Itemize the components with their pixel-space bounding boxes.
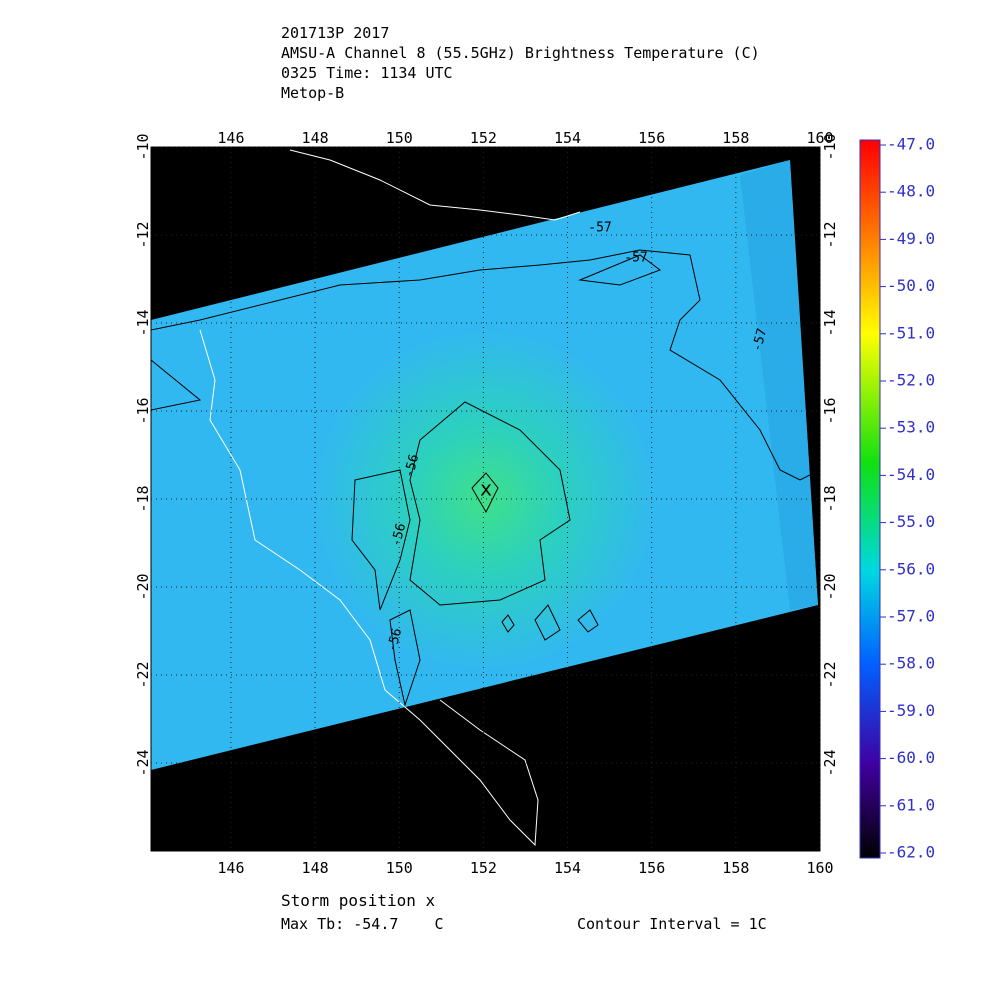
header-line: 0325 Time: 1134 UTC <box>281 64 453 82</box>
contour-label: -57 <box>624 251 647 266</box>
lat-tick-label: -18 <box>134 485 152 512</box>
colorbar-tick-label: -57.0 <box>887 607 935 626</box>
lat-tick-label: -12 <box>821 221 839 248</box>
contour-line <box>501 604 599 641</box>
footer: Storm position x Max Tb: -54.7 C Contour… <box>281 891 767 933</box>
contour-line <box>151 249 820 481</box>
lat-tick-label: -12 <box>134 221 152 248</box>
lat-tick-label: -10 <box>821 133 839 160</box>
colorbar-tick-label: -48.0 <box>887 182 935 201</box>
lat-tick-label: -18 <box>821 485 839 512</box>
colorbar: -47.0 -48.0 -49.0 -50.0 -51.0 -52.0 -53.0 -54.0… <box>859 135 935 862</box>
colorbar-tick-label: -51.0 <box>887 323 935 342</box>
lat-tick-label: -14 <box>134 309 152 336</box>
colorbar-tick-label: -62.0 <box>887 843 935 862</box>
lon-tick-label: 148 <box>302 129 329 147</box>
contour-line <box>151 359 202 411</box>
contour-line <box>389 609 421 707</box>
coastline <box>289 149 581 221</box>
contour-label: -57 <box>588 221 611 236</box>
colorbar-tick-label: -55.0 <box>887 512 935 531</box>
contour-line <box>409 401 571 606</box>
colorbar-tick-label: -47.0 <box>887 135 935 154</box>
header: 201713P 2017 AMSU-A Channel 8 (55.5GHz) B… <box>281 24 760 102</box>
contour-label: -56 <box>385 627 406 654</box>
lon-tick-label: 160 <box>806 859 833 877</box>
contour-line <box>578 254 662 286</box>
storm-position: Storm position x <box>281 891 435 910</box>
lat-tick-label: -16 <box>821 397 839 424</box>
lat-tick-label: -16 <box>134 397 152 424</box>
lat-tick-label: -14 <box>821 309 839 336</box>
header-line: AMSU-A Channel 8 (55.5GHz) Brightness Te… <box>281 44 760 62</box>
lat-tick-label: -20 <box>821 573 839 600</box>
max-tb: Max Tb: -54.7 C <box>281 915 444 933</box>
lon-tick-label: 154 <box>554 859 581 877</box>
lon-tick-label: 148 <box>302 859 329 877</box>
lon-tick-label: 152 <box>470 859 497 877</box>
lat-tick-label: -24 <box>821 749 839 776</box>
lon-tick-label: 160 <box>806 129 833 147</box>
colorbar-tick-label: -49.0 <box>887 229 935 248</box>
lon-tick-label: 156 <box>638 859 665 877</box>
lon-tick-label: 156 <box>638 129 665 147</box>
colorbar-tick-label: -52.0 <box>887 371 935 390</box>
header-line: Metop-B <box>281 84 344 102</box>
contour-label: -56 <box>389 522 410 549</box>
lat-tick-label: -20 <box>134 573 152 600</box>
lon-tick-label: 152 <box>470 129 497 147</box>
lon-tick-label: 150 <box>386 129 413 147</box>
contour-line <box>471 472 499 514</box>
contour-label: -56 <box>402 453 423 480</box>
lon-tick-label: 146 <box>217 859 244 877</box>
colorbar-tick-label: -60.0 <box>887 748 935 767</box>
contour-interval: Contour Interval = 1C <box>577 915 767 933</box>
lat-tick-label: -24 <box>134 749 152 776</box>
colorbar-tick-label: -56.0 <box>887 559 935 578</box>
contour-line <box>351 469 411 611</box>
colorbar-tick-label: -53.0 <box>887 418 935 437</box>
map: 146 146 148 148 150 150 152 152 154 154 156 156 158 1… <box>134 129 839 877</box>
lat-tick-label: -22 <box>821 661 839 688</box>
lat-tick-label: -22 <box>134 661 152 688</box>
colorbar-scale <box>859 139 881 859</box>
colorbar-tick-label: -61.0 <box>887 795 935 814</box>
colorbar-tick-label: -58.0 <box>887 654 935 673</box>
lon-tick-label: 158 <box>722 859 749 877</box>
header-line: 201713P 2017 <box>281 24 389 42</box>
coastline <box>199 329 539 847</box>
colorbar-tick-label: -50.0 <box>887 276 935 295</box>
lon-tick-label: 146 <box>217 129 244 147</box>
lon-tick-label: 154 <box>554 129 581 147</box>
contour-label: -57 <box>750 327 771 354</box>
lon-tick-label: 158 <box>722 129 749 147</box>
lon-tick-label: 150 <box>386 859 413 877</box>
storm-marker: x <box>480 477 492 501</box>
colorbar-tick-label: -59.0 <box>887 701 935 720</box>
colorbar-tick-label: -54.0 <box>887 465 935 484</box>
lat-tick-label: -10 <box>134 133 152 160</box>
swath-edge <box>740 160 818 610</box>
